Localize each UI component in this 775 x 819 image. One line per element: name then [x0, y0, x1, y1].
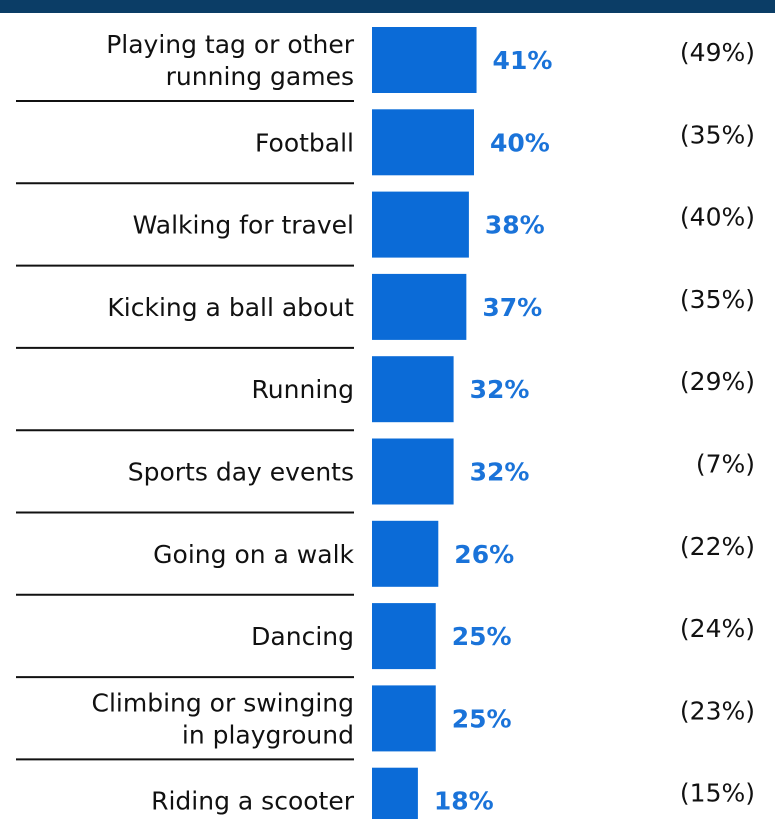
comparison-label-5: (29%): [680, 367, 755, 396]
bar-7: [372, 520, 439, 587]
value-label-1: 41%: [493, 46, 553, 75]
bar-6: [372, 438, 454, 505]
value-label-6: 32%: [470, 458, 530, 487]
bar-5: [372, 356, 454, 423]
category-label-5: Running: [252, 375, 354, 404]
value-label-9: 25%: [452, 704, 512, 733]
category-label-3: Walking for travel: [133, 211, 354, 240]
value-label-5: 32%: [470, 375, 530, 404]
category-label-10: Riding a scooter: [151, 787, 355, 816]
value-label-7: 26%: [454, 540, 514, 569]
bars: [372, 27, 477, 819]
bar-1: [372, 27, 477, 93]
comparison-label-9: (23%): [680, 696, 755, 725]
bar-9: [372, 685, 436, 752]
category-label-1: Playing tag or other running games: [106, 30, 355, 91]
category-label-8: Dancing: [251, 622, 354, 651]
category-label-4: Kicking a ball about: [107, 293, 354, 322]
value-label-8: 25%: [452, 622, 512, 651]
row-separators: [16, 100, 354, 761]
value-label-10: 18%: [434, 787, 494, 816]
bar-4: [372, 273, 467, 340]
bar-8: [372, 603, 436, 670]
value-label-2: 40%: [490, 128, 550, 157]
comparison-labels: (49%) (35%) (40%) (35%) (29%) (7%) (22%) (24%) (…: [680, 38, 755, 808]
category-labels: Playing tag or other running games Footbal…: [92, 30, 355, 816]
comparison-label-1: (49%): [680, 38, 755, 67]
bar-3: [372, 191, 469, 258]
category-label-6: Sports day events: [128, 458, 354, 487]
comparison-label-3: (40%): [680, 203, 755, 232]
value-label-3: 38%: [485, 211, 545, 240]
comparison-label-7: (22%): [680, 532, 755, 561]
comparison-label-6: (7%): [696, 450, 755, 479]
value-labels: 41% 40% 38% 37% 32% 32% 26% 25% 25% 18%: [434, 46, 552, 816]
comparison-label-8: (24%): [680, 614, 755, 643]
category-label-7: Going on a walk: [153, 540, 354, 569]
category-label-2: Football: [255, 128, 354, 157]
bar-2: [372, 109, 474, 176]
value-label-4: 37%: [482, 293, 542, 322]
comparison-label-4: (35%): [680, 285, 755, 314]
bar-10: [372, 767, 418, 819]
top-rule: [0, 0, 775, 13]
category-label-9: Climbing or swinging in playground: [92, 688, 355, 749]
comparison-label-2: (35%): [680, 120, 755, 149]
comparison-label-10: (15%): [680, 779, 755, 808]
